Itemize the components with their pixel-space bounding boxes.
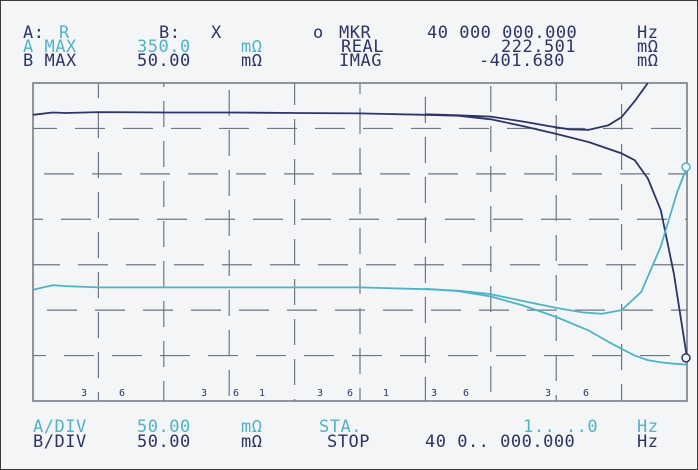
tick-label: 3 [317, 388, 323, 399]
tick-label: 6 [119, 388, 125, 399]
real-value: 222.501 [501, 37, 577, 57]
b-max-label: B MAX [23, 51, 77, 71]
trace-a-upper [425, 82, 649, 131]
stop-label: STOP [327, 432, 370, 452]
trace-b [32, 166, 688, 315]
tick-label: 3 [431, 388, 437, 399]
b-label: B: [159, 23, 181, 43]
a-max-unit: mΩ [241, 37, 263, 57]
tick-label: 3 [545, 388, 551, 399]
imag-value: -401.680 [479, 51, 565, 71]
a-max-value: 350.0 [137, 37, 191, 57]
marker-circle [681, 162, 691, 172]
start-label: STA. [319, 417, 362, 437]
tick-label: 3 [81, 388, 87, 399]
real-unit: mΩ [637, 37, 659, 57]
a-max-label: A MAX [23, 37, 77, 57]
b-div-value: 50.00 [137, 432, 191, 452]
marker-symbol: o [313, 23, 324, 43]
tick-label: 3 [201, 388, 207, 399]
start-value: 1.. ..0 [523, 417, 599, 437]
a-div-label: A/DIV [33, 417, 87, 437]
marker-frequency: 40 000 000.000 [427, 23, 578, 43]
start-unit: Hz [637, 417, 659, 437]
tick-label: 6 [347, 388, 353, 399]
marker-frequency-unit: Hz [637, 23, 659, 43]
real-label: REAL [341, 37, 384, 57]
b-div-unit: mΩ [241, 432, 263, 452]
a-label: A: [23, 23, 45, 43]
tick-label: 6 [583, 388, 589, 399]
tick-label: 1 [259, 388, 265, 399]
b-max-unit: mΩ [241, 51, 263, 71]
marker-circle [681, 353, 691, 363]
tick-label: 6 [463, 388, 469, 399]
stop-unit: Hz [637, 432, 659, 452]
stop-value: 40 0.. 000.000 [425, 432, 576, 452]
a-div-unit: mΩ [241, 417, 263, 437]
a-param: R [59, 23, 70, 43]
tick-label: 1 [383, 388, 389, 399]
b-max-value: 50.00 [137, 51, 191, 71]
a-div-value: 50.00 [137, 417, 191, 437]
trace-a [32, 111, 688, 358]
marker-label: MKR [339, 23, 372, 43]
imag-unit: mΩ [637, 51, 659, 71]
imag-label: IMAG [339, 51, 382, 71]
trace-b-lower [425, 287, 688, 366]
b-param: X [211, 23, 222, 43]
tick-label: 6 [233, 388, 239, 399]
b-div-label: B/DIV [33, 432, 87, 452]
